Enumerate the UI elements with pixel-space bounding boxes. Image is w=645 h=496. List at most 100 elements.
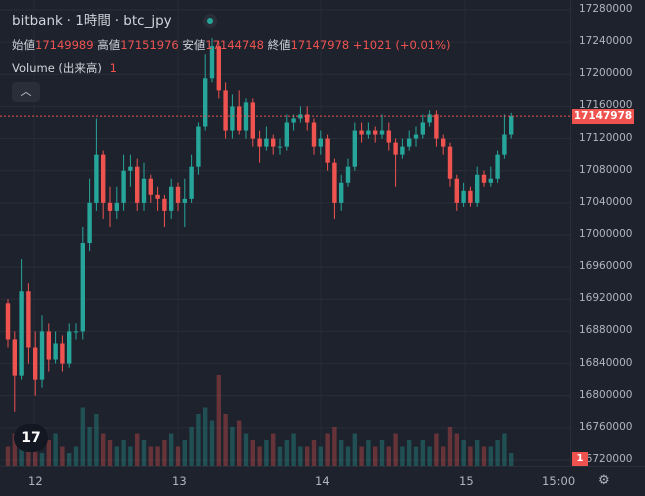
volume-bar <box>5 446 11 466</box>
candle-body <box>114 202 119 211</box>
candlestick-plot[interactable] <box>0 0 570 466</box>
interval: 1時間 <box>75 13 111 29</box>
low-label: 安値 <box>182 38 206 52</box>
volume-bar <box>447 427 453 466</box>
volume-bar <box>141 440 147 466</box>
candle-body <box>447 146 453 179</box>
price-axis[interactable]: 17280000 17240000 17200000 17160000 17120000… <box>570 0 645 466</box>
candle-body <box>366 130 371 135</box>
candle-body <box>488 178 493 183</box>
candle-body <box>216 46 221 91</box>
volume-bar <box>461 440 466 466</box>
candle-body <box>155 194 160 199</box>
candle-body <box>203 78 208 127</box>
candle-body <box>5 303 11 340</box>
candle-body <box>441 138 446 147</box>
volume-bar <box>162 440 167 466</box>
volume-bar <box>366 440 371 466</box>
volume-bar <box>468 446 473 466</box>
volume-bar <box>182 440 187 466</box>
volume-bar <box>393 433 398 466</box>
candle-body <box>12 339 17 376</box>
volume-bar <box>230 427 235 466</box>
candle-body <box>379 130 385 135</box>
volume-bar <box>148 446 153 466</box>
market-status-icon[interactable] <box>203 14 217 28</box>
y-tick-label: 16720000 <box>579 453 633 465</box>
y-tick-label: 16920000 <box>579 292 633 305</box>
volume-bar <box>223 414 228 466</box>
candle-body <box>427 114 432 123</box>
open-label: 始値 <box>12 38 35 52</box>
volume-bar <box>264 440 269 466</box>
volume-label: Volume (出来高) <box>12 61 102 75</box>
volume-bar <box>386 446 391 466</box>
volume-bar <box>434 433 439 466</box>
exchange-name: bitbank <box>12 13 63 29</box>
candle-body <box>345 166 351 183</box>
volume-bar <box>345 446 351 466</box>
candle-body <box>373 130 378 135</box>
volume-bar <box>339 440 344 466</box>
volume-bar <box>114 446 119 466</box>
volume-tag: 1 <box>572 452 588 466</box>
y-tick-label: 17200000 <box>579 67 633 80</box>
close-value: 17147978 <box>290 38 350 52</box>
volume-bar <box>359 446 364 466</box>
candle-body <box>400 146 405 155</box>
volume-bar <box>175 446 181 466</box>
volume-bar <box>284 440 289 466</box>
volume-bar <box>373 446 378 466</box>
volume-bar <box>257 446 262 466</box>
y-tick-label: 17000000 <box>579 228 633 240</box>
candle-body <box>454 178 459 203</box>
high-label: 高値 <box>97 38 121 52</box>
candle-body <box>481 174 487 183</box>
volume-bar <box>427 446 432 466</box>
volume-bar <box>243 433 249 466</box>
candle-body <box>434 114 439 139</box>
volume-bar <box>121 440 126 466</box>
candle-body <box>386 130 391 143</box>
y-tick-label: 17040000 <box>579 195 633 208</box>
volume-bar <box>73 446 79 466</box>
candle-body <box>148 178 153 195</box>
candle-body <box>291 118 296 123</box>
candle-body <box>305 114 310 123</box>
low-value: 17144748 <box>205 38 264 52</box>
collapse-legend-button[interactable]: ︿ <box>12 82 40 102</box>
tradingview-logo[interactable]: 17 <box>14 424 48 452</box>
volume-bar <box>128 446 133 466</box>
volume-bar <box>94 414 99 466</box>
ohlc-legend: 始値17149989 高値17151976 安値17144748 終値17147… <box>12 37 451 53</box>
volume-bar <box>60 446 65 466</box>
volume-bar <box>502 433 507 466</box>
volume-bar <box>80 407 85 466</box>
x-tick-label: 13 <box>172 474 187 488</box>
candle-body <box>107 202 113 211</box>
candle-body <box>39 331 45 380</box>
volume-bar <box>12 433 17 466</box>
volume-bar <box>19 440 24 466</box>
candle-body <box>332 162 337 203</box>
y-tick-label: 17240000 <box>579 35 633 48</box>
volume-bar <box>325 433 330 466</box>
volume-bar <box>495 440 500 466</box>
settings-gear-icon[interactable]: ⚙ <box>598 473 610 488</box>
volume-bar <box>407 440 412 466</box>
candle-body <box>182 198 187 203</box>
candle-body <box>461 190 466 203</box>
candle-body <box>284 122 289 147</box>
candle-body <box>33 347 38 380</box>
candle-body <box>277 146 283 148</box>
candle-body <box>495 154 500 179</box>
volume-bar <box>209 420 215 466</box>
volume-bars <box>5 375 514 466</box>
candle-body <box>19 291 24 376</box>
volume-bar <box>413 446 419 466</box>
high-value: 17151976 <box>120 38 179 52</box>
candle-body <box>325 138 330 163</box>
volume-bar <box>87 427 92 466</box>
time-axis[interactable]: 12 13 14 15 15:00 <box>0 466 645 496</box>
x-tick-label: 14 <box>315 474 330 488</box>
